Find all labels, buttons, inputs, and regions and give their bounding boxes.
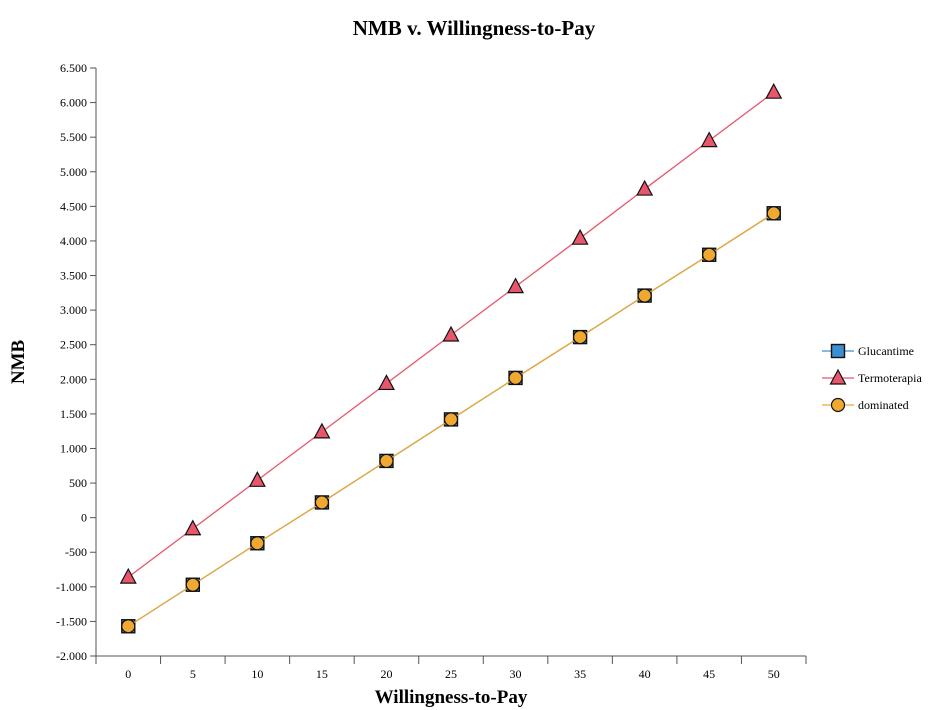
point-termoterapia (507, 277, 525, 294)
x-tick-label: 5 (190, 667, 196, 681)
point-termoterapia (313, 422, 331, 439)
point-termoterapia (248, 471, 266, 487)
legend-label-dominated: dominated (858, 398, 909, 412)
y-tick-label: 5.000 (60, 165, 87, 179)
point-termoterapia (765, 82, 783, 99)
y-tick-label: 0 (81, 511, 87, 525)
y-tick-label: 3.000 (60, 303, 87, 317)
y-tick-label: 3.500 (60, 269, 87, 283)
point-termoterapia (571, 228, 589, 245)
point-termoterapia (184, 519, 202, 536)
y-tick-label: 6.000 (60, 96, 87, 110)
series-dominated (121, 206, 781, 634)
legend-item-termoterapia: Termoterapia (822, 368, 922, 385)
point-termoterapia (119, 567, 137, 584)
y-tick-label: 2.000 (60, 372, 87, 386)
x-tick-label: 15 (316, 667, 328, 681)
x-tick-label: 35 (574, 667, 586, 681)
x-axis: 0 5 10 15 20 25 30 35 40 45 50 (95, 655, 807, 681)
point-dominated (572, 329, 588, 345)
legend-item-glucantime: Glucantime (822, 343, 914, 359)
x-axis-title: Willingness-to-Pay (375, 687, 528, 708)
legend-label-glucantime: Glucantime (858, 344, 914, 358)
legend-item-dominated: dominated (822, 397, 909, 413)
y-tick-label: 4.000 (60, 234, 87, 248)
plot-series (119, 82, 783, 634)
point-dominated (443, 412, 459, 427)
point-dominated (185, 577, 200, 592)
x-tick-label: 50 (768, 667, 780, 681)
point-dominated (508, 370, 523, 386)
point-dominated (702, 247, 717, 262)
x-tick-label: 10 (251, 667, 263, 681)
y-tick-label: -1.000 (56, 580, 87, 594)
y-tick-label: 4.500 (60, 199, 87, 213)
y-tick-label: 5.500 (60, 130, 87, 144)
point-dominated (637, 288, 652, 303)
y-tick-label: 6.500 (60, 61, 87, 75)
legend: Glucantime Termoterapia dominated (822, 343, 922, 413)
legend-marker-dominated (830, 397, 846, 413)
point-termoterapia (442, 325, 460, 342)
x-tick-label: 20 (380, 667, 392, 681)
chart-title: NMB v. Willingness-to-Pay (353, 16, 596, 40)
x-tick-label: 40 (639, 667, 651, 681)
x-tick-label: 30 (510, 667, 522, 681)
point-termoterapia (377, 374, 395, 391)
y-tick-label: -2.000 (56, 649, 87, 663)
x-tick-label: 0 (125, 667, 131, 681)
point-dominated (250, 536, 265, 551)
legend-marker-termoterapia (829, 368, 847, 385)
point-dominated (379, 453, 394, 469)
point-dominated (766, 206, 781, 221)
y-tick-label: -500 (65, 545, 87, 559)
y-axis-title: NMB (8, 340, 29, 385)
point-dominated (121, 619, 136, 634)
y-tick-label: 2.500 (60, 338, 87, 352)
y-tick-label: -1.500 (56, 614, 87, 628)
x-tick-label: 25 (445, 667, 457, 681)
y-tick-label: 1.500 (60, 407, 87, 421)
y-tick-label: 500 (69, 476, 87, 490)
legend-label-termoterapia: Termoterapia (858, 371, 922, 385)
y-tick-label: 1.000 (60, 441, 87, 455)
series-termoterapia (119, 82, 783, 584)
point-dominated (314, 495, 330, 510)
point-termoterapia (700, 131, 718, 148)
x-tick-label: 45 (703, 667, 715, 681)
y-axis: -2.000 -1.500 -1.000 -500 0 500 1.000 1.500 2.00… (56, 61, 97, 663)
legend-marker-glucantime (830, 343, 846, 359)
point-termoterapia (636, 179, 654, 196)
